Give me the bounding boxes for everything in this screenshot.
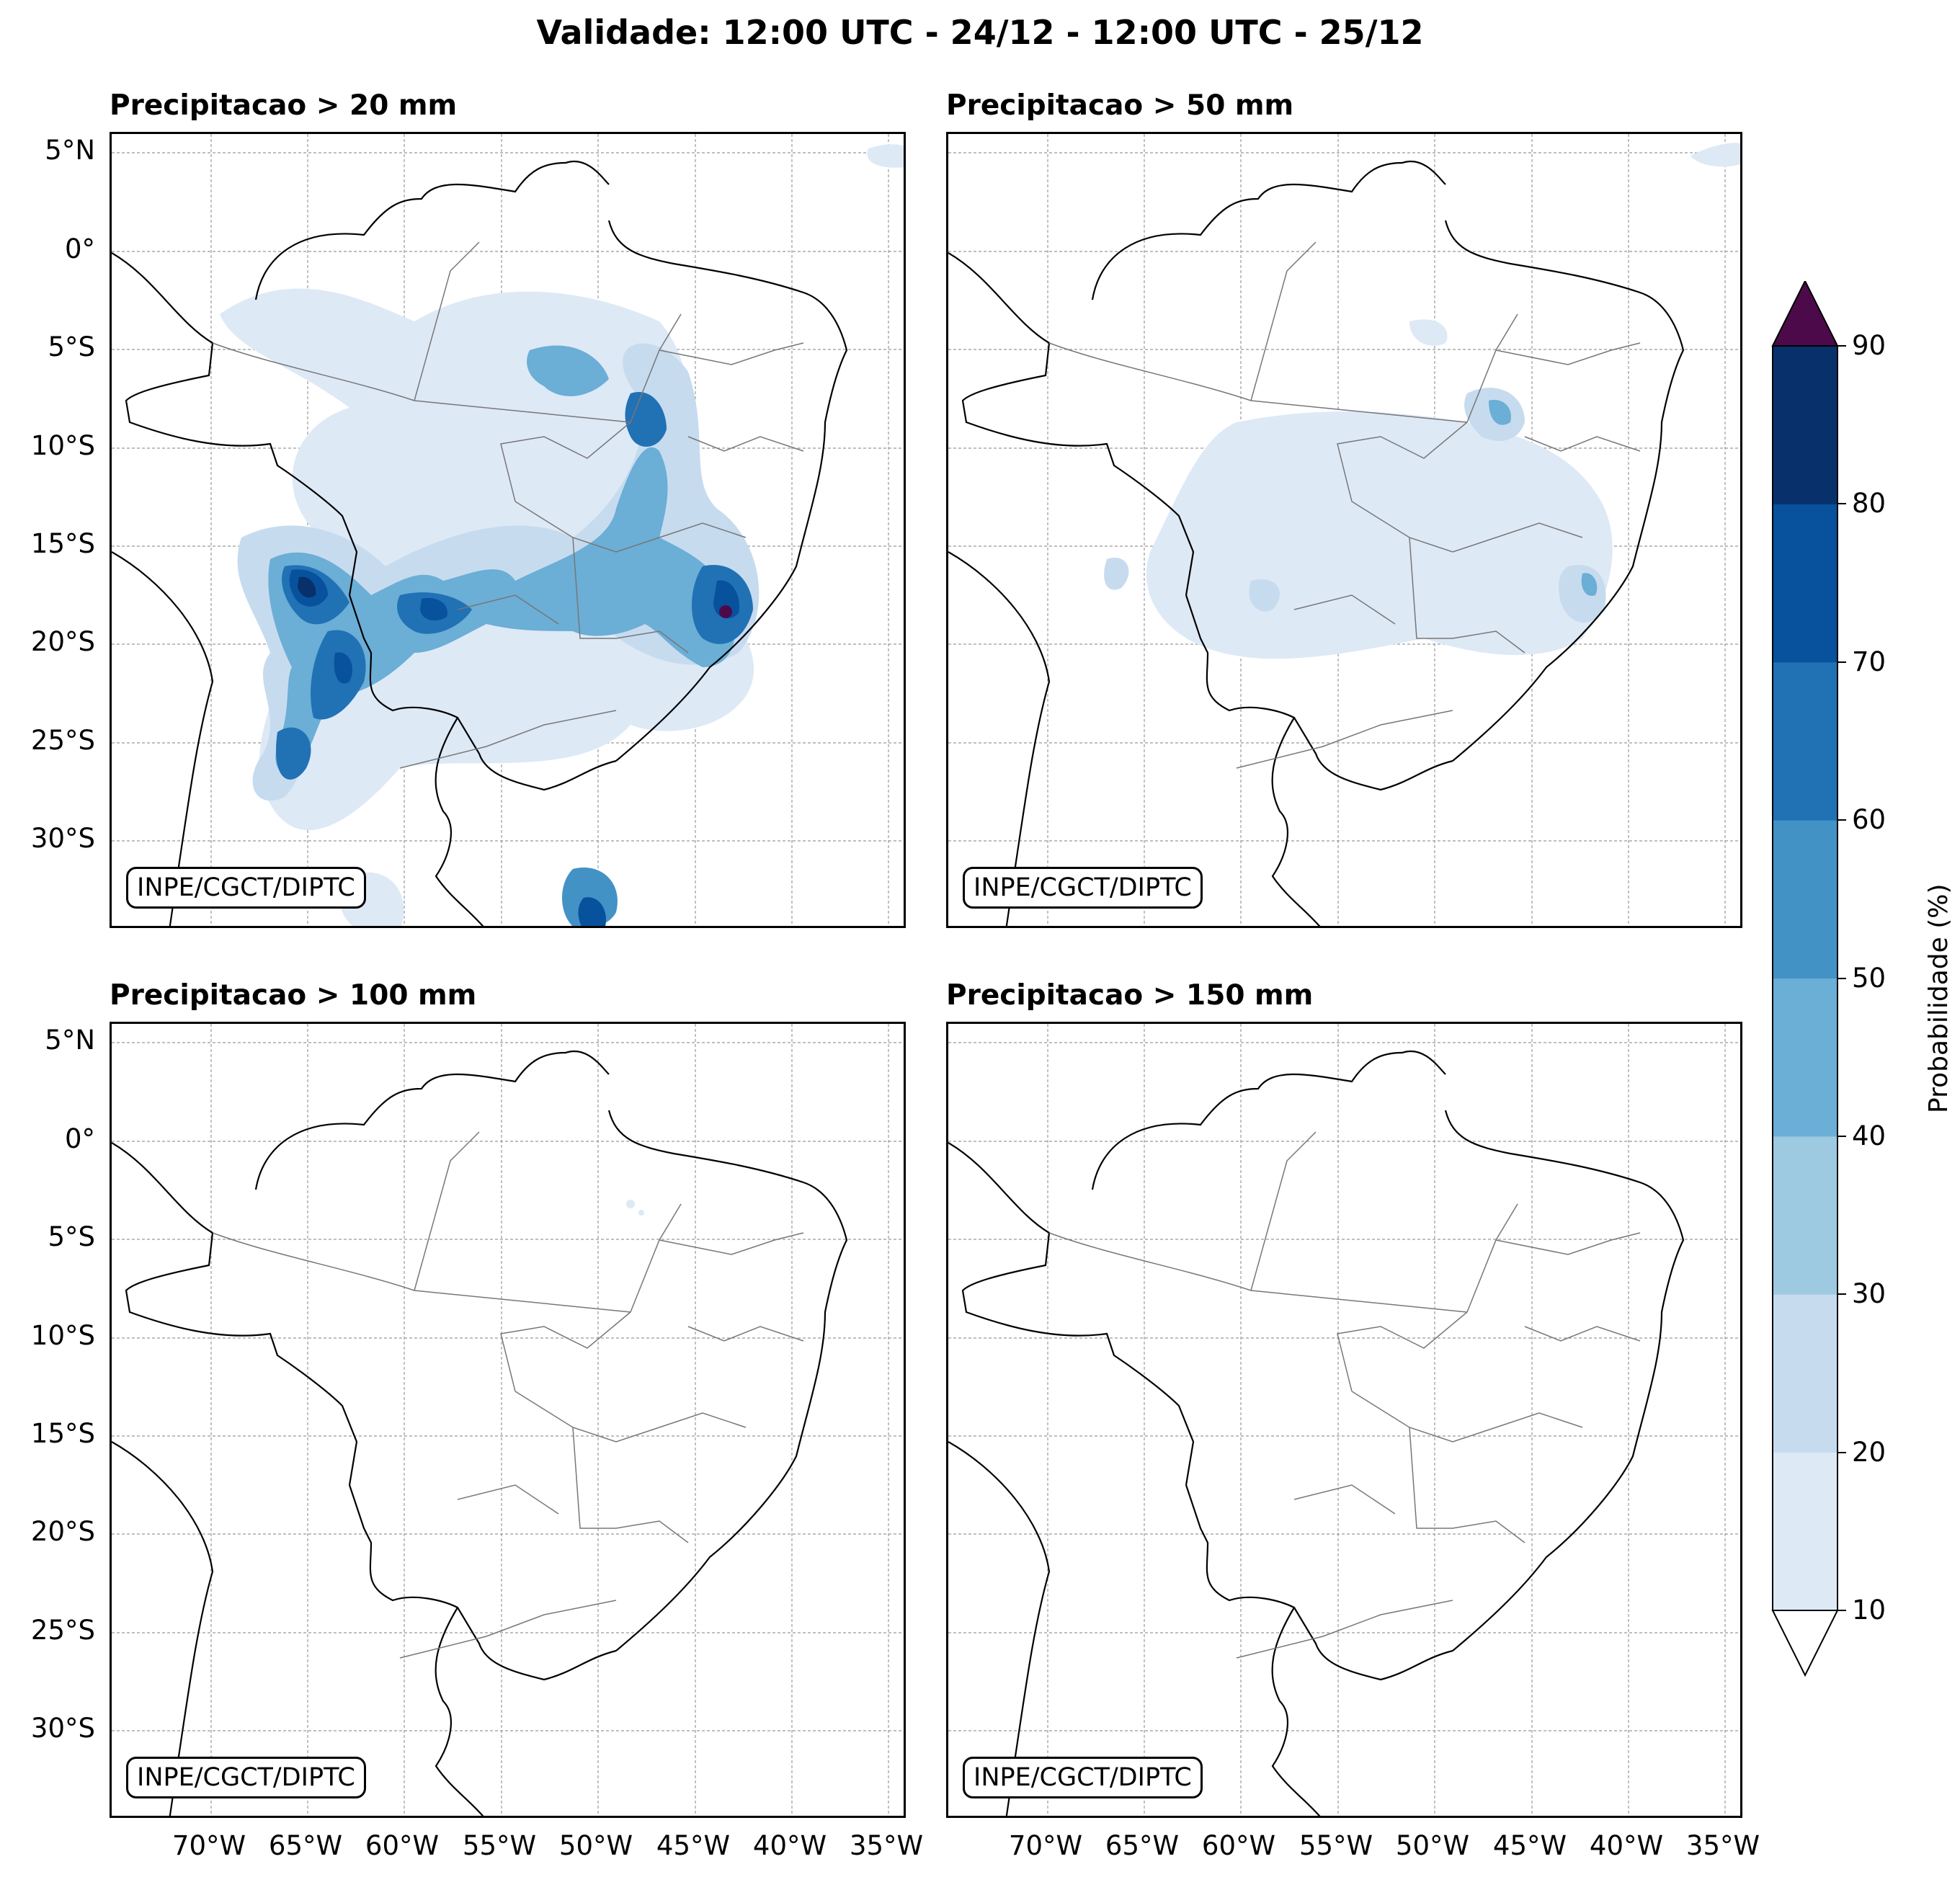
panel-title-100mm: Precipitacao > 100 mm [110, 979, 477, 1012]
precip-probability-field [1104, 143, 1740, 659]
lat-tick-label: 5°S [48, 331, 95, 362]
figure-title: Validade: 12:00 UTC - 24/12 - 12:00 UTC … [536, 13, 1424, 52]
lat-tick-label: 10°S [30, 430, 95, 461]
lat-tick-label: 15°S [30, 528, 95, 559]
map-svg-50mm [948, 134, 1740, 926]
lat-tick-label: 20°S [30, 626, 95, 657]
state-boundaries [212, 241, 804, 769]
colorbar-band [1773, 661, 1838, 821]
credit-label: INPE/CGCT/DIPTC [963, 867, 1203, 909]
colorbar-tick-mark [1838, 1610, 1846, 1611]
colorbar-tick-label: 30 [1852, 1278, 1886, 1310]
credit-label: INPE/CGCT/DIPTC [963, 1757, 1203, 1798]
colorbar-tick-mark [1838, 661, 1846, 663]
lat-tick-label: 30°S [30, 823, 95, 854]
lat-tick-label: 5°S [48, 1221, 95, 1252]
gridlines [112, 1024, 904, 1816]
lat-tick-label: 30°S [30, 1713, 95, 1744]
colorbar-tick-label: 50 [1852, 962, 1886, 994]
lon-tick-label: 55°W [462, 1830, 537, 1861]
lon-tick-label: 45°W [1492, 1830, 1567, 1861]
lat-tick-label: 10°S [30, 1320, 95, 1351]
lon-tick-label: 60°W [365, 1830, 440, 1861]
country-boundaries [112, 161, 848, 926]
map-panel-50mm: INPE/CGCT/DIPTC [946, 132, 1742, 928]
credit-label: INPE/CGCT/DIPTC [126, 1757, 366, 1798]
colorbar-tick-label: 10 [1852, 1595, 1886, 1626]
colorbar-band [1773, 978, 1838, 1137]
colorbar-tick-mark [1838, 819, 1846, 821]
colorbar-over-arrow [1771, 281, 1839, 347]
colorbar [1771, 281, 1839, 1677]
colorbar-tick-mark [1838, 1293, 1846, 1296]
lon-tick-label: 40°W [752, 1830, 827, 1861]
lat-tick-label: 15°S [30, 1418, 95, 1449]
colorbar-under-arrow [1771, 1610, 1839, 1677]
lon-tick-label: 70°W [1008, 1830, 1083, 1861]
lon-tick-label: 65°W [268, 1830, 343, 1861]
colorbar-tick-label: 90 [1852, 330, 1886, 361]
lon-tick-label: 55°W [1298, 1830, 1373, 1861]
lon-tick-label: 45°W [656, 1830, 731, 1861]
colorbar-band [1773, 820, 1838, 978]
lon-tick-label: 40°W [1589, 1830, 1664, 1861]
lat-tick-label: 0° [64, 1123, 95, 1154]
lon-tick-label: 65°W [1105, 1830, 1180, 1861]
lon-tick-label: 35°W [1685, 1830, 1760, 1861]
precip-probability-field [626, 1200, 644, 1216]
map-panel-100mm: INPE/CGCT/DIPTC [110, 1022, 906, 1818]
lat-tick-label: 5°N [45, 135, 95, 166]
lon-tick-label: 35°W [849, 1830, 924, 1861]
panel-title-150mm: Precipitacao > 150 mm [946, 979, 1314, 1012]
colorbar-tick-mark [1838, 1135, 1846, 1137]
lat-tick-label: 0° [64, 233, 95, 264]
colorbar-band [1773, 1136, 1838, 1295]
map-panel-20mm: INPE/CGCT/DIPTC [110, 132, 906, 928]
colorbar-tick-label: 20 [1852, 1436, 1886, 1468]
panel-title-20mm: Precipitacao > 20 mm [110, 89, 458, 122]
gridlines [112, 134, 904, 926]
colorbar-band [1773, 346, 1838, 504]
colorbar-tick-label: 60 [1852, 804, 1886, 836]
state-boundaries [1048, 241, 1641, 769]
country-boundaries [112, 1051, 848, 1816]
country-boundaries [948, 161, 1685, 926]
map-svg-150mm [948, 1024, 1740, 1816]
lat-tick-label: 20°S [30, 1516, 95, 1547]
colorbar-tick-label: 40 [1852, 1120, 1886, 1151]
precip-probability-field [220, 144, 904, 926]
colorbar-band [1773, 504, 1838, 663]
colorbar-tick-label: 80 [1852, 488, 1886, 520]
lon-tick-label: 70°W [172, 1830, 246, 1861]
gridlines [948, 134, 1740, 926]
colorbar-tick-label: 70 [1852, 646, 1886, 677]
country-boundaries [948, 1051, 1685, 1816]
colorbar-tick-mark [1838, 503, 1846, 505]
state-boundaries [1048, 1131, 1641, 1659]
colorbar-label: Probabilidade (%) [1924, 883, 1954, 1113]
credit-label: INPE/CGCT/DIPTC [126, 867, 366, 909]
colorbar-band [1773, 1294, 1838, 1453]
lat-tick-label: 25°S [30, 1615, 95, 1646]
colorbar-tick-mark [1838, 1451, 1846, 1453]
state-boundaries [212, 1131, 804, 1659]
lat-tick-label: 5°N [45, 1025, 95, 1056]
lon-tick-label: 60°W [1201, 1830, 1276, 1861]
colorbar-band [1773, 1452, 1838, 1611]
lon-tick-label: 50°W [558, 1830, 633, 1861]
map-svg-100mm [112, 1024, 904, 1816]
map-svg-20mm [112, 134, 904, 926]
panel-title-50mm: Precipitacao > 50 mm [946, 89, 1294, 122]
map-panel-150mm: INPE/CGCT/DIPTC [946, 1022, 1742, 1818]
gridlines [948, 1024, 1740, 1816]
lon-tick-label: 50°W [1395, 1830, 1470, 1861]
colorbar-tick-mark [1838, 977, 1846, 979]
lat-tick-label: 25°S [30, 725, 95, 756]
colorbar-tick-mark [1838, 345, 1846, 347]
colorbar-bands [1773, 346, 1838, 1611]
